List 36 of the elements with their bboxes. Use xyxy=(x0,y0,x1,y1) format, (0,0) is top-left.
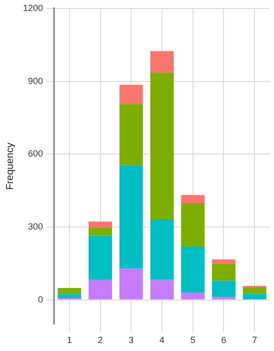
x-tick-label: 1 xyxy=(66,335,72,346)
y-tick-label: 1200 xyxy=(22,2,44,13)
y-tick-label: 900 xyxy=(28,76,44,86)
bar xyxy=(150,280,174,300)
bar xyxy=(181,246,205,293)
bar xyxy=(88,221,112,228)
x-tick-label: 7 xyxy=(252,335,258,346)
x-tick-label: 3 xyxy=(128,335,134,346)
y-tick-label: 600 xyxy=(28,148,44,159)
y-tick-label: 0 xyxy=(38,294,44,304)
bar xyxy=(88,228,112,236)
bar xyxy=(150,51,174,74)
bar xyxy=(181,194,205,204)
bar xyxy=(150,73,174,220)
bar xyxy=(242,288,266,294)
bar xyxy=(212,280,236,298)
bar xyxy=(212,264,236,281)
bar xyxy=(119,165,143,269)
bar xyxy=(119,84,143,104)
x-tick-label: 2 xyxy=(98,335,103,346)
bar xyxy=(88,236,112,280)
x-tick-label: 4 xyxy=(160,335,165,346)
bar xyxy=(58,294,82,298)
bar xyxy=(181,203,205,246)
y-tick-label: 300 xyxy=(28,222,44,232)
bar xyxy=(212,259,236,264)
x-tick-label: 6 xyxy=(221,335,226,346)
bar xyxy=(88,280,112,300)
bar xyxy=(119,268,143,300)
bar xyxy=(150,220,174,280)
y-axis-title: Frequency xyxy=(4,142,16,190)
bar xyxy=(181,292,205,300)
x-tick-label: 5 xyxy=(190,335,196,346)
bar xyxy=(119,104,143,166)
bar xyxy=(58,288,82,294)
bar xyxy=(242,294,266,300)
